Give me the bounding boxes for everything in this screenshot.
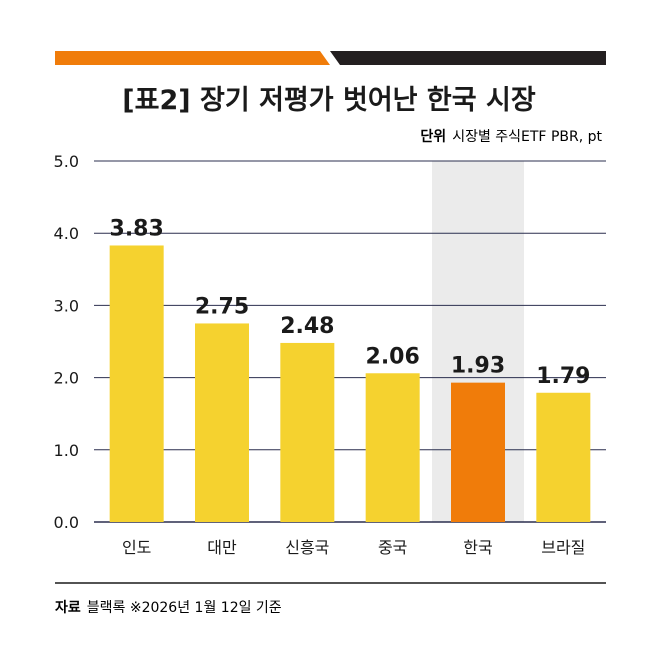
x-tick-label: 대만	[207, 538, 237, 557]
top-dark-bar	[330, 51, 606, 65]
value-label: 2.06	[366, 344, 420, 369]
value-label: 1.93	[451, 354, 505, 379]
top-accent-bar	[55, 51, 330, 65]
unit-label: 단위	[420, 128, 446, 145]
chart-title: [표2] 장기 저평가 벗어난 한국 시장	[122, 85, 536, 116]
value-label: 2.75	[195, 294, 249, 319]
y-tick-label: 5.0	[54, 152, 79, 171]
y-tick-label: 4.0	[54, 224, 79, 243]
y-tick-label: 1.0	[54, 441, 79, 460]
unit-note: 단위 시장별 주식ETF PBR, pt	[420, 128, 602, 145]
value-label: 1.79	[536, 364, 590, 389]
bar-브라질	[536, 392, 591, 522]
value-label: 2.48	[280, 314, 334, 339]
bar-대만	[195, 323, 249, 522]
x-tick-label: 브라질	[541, 538, 585, 557]
y-tick-label: 0.0	[54, 513, 79, 532]
x-tick-label: 한국	[463, 538, 492, 557]
y-tick-label: 2.0	[54, 369, 79, 388]
value-label: 3.83	[110, 216, 164, 241]
source-text: 블랙록 ※2026년 1월 12일 기준	[87, 600, 282, 616]
y-tick-label: 3.0	[54, 296, 79, 315]
x-tick-label: 신흥국	[285, 538, 329, 557]
x-tick-label: 중국	[378, 538, 407, 557]
unit-text: 시장별 주식ETF PBR, pt	[452, 129, 602, 145]
x-tick-label: 인도	[122, 538, 151, 557]
bar-인도	[109, 245, 164, 522]
bar-한국	[451, 382, 505, 522]
source-note: 자료 블랙록 ※2026년 1월 12일 기준	[55, 600, 282, 616]
bar-신흥국	[280, 342, 335, 522]
source-label: 자료	[55, 600, 81, 616]
bar-중국	[365, 373, 420, 522]
